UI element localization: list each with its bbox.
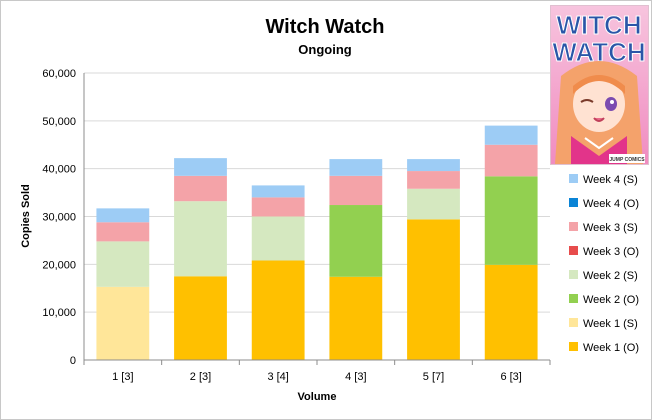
x-tick-label: 2 [3] <box>190 371 211 383</box>
x-tick-label: 3 [4] <box>267 371 288 383</box>
bar-segment <box>174 175 227 202</box>
axes <box>83 73 551 365</box>
legend-entry: Week 1 (S) <box>569 318 638 330</box>
legend-label: Week 4 (S) <box>583 174 638 186</box>
legend-swatch <box>569 174 578 183</box>
legend-entry: Week 3 (S) <box>569 222 638 234</box>
legend-label: Week 3 (S) <box>583 222 638 234</box>
bar-segment <box>96 222 150 242</box>
bar-segment <box>251 197 305 217</box>
bar-segment <box>174 201 227 277</box>
bar-segment <box>251 216 305 261</box>
cover-title-line1: WITCH <box>556 10 641 40</box>
bar-segment <box>251 185 305 198</box>
y-tick-label: 10,000 <box>42 307 76 319</box>
bar-segment <box>174 276 227 360</box>
y-axis-label: Copies Sold <box>20 184 32 248</box>
x-tick-label: 4 [3] <box>345 371 366 383</box>
bar-segment <box>407 188 460 220</box>
legend-entry: Week 1 (O) <box>569 342 639 354</box>
bar-segment <box>407 171 460 189</box>
legend-swatch <box>569 198 578 207</box>
x-axis-label: Volume <box>298 391 337 403</box>
legend-swatch <box>569 246 578 255</box>
y-tick-label: 0 <box>70 355 76 367</box>
legend-swatch <box>569 342 578 351</box>
y-tick-label: 20,000 <box>42 259 76 271</box>
bar-segment <box>329 175 383 206</box>
legend-label: Week 2 (O) <box>583 294 639 306</box>
legend-swatch <box>569 222 578 231</box>
bar-segment <box>484 264 538 360</box>
gridlines <box>84 72 550 313</box>
bar-segment <box>174 158 227 176</box>
x-tick-labels: 1 [3] 2 [3] 3 [4] 4 [3] 5 [7] 6 [3] <box>112 371 522 383</box>
chart-subtitle: Ongoing <box>298 42 351 57</box>
legend-label: Week 2 (S) <box>583 270 638 282</box>
legend-entry: Week 4 (O) <box>569 198 639 210</box>
x-tick-label: 6 [3] <box>500 371 521 383</box>
x-tick-label: 1 [3] <box>112 371 133 383</box>
bar-segment <box>484 176 538 265</box>
legend: Week 4 (S) Week 4 (O) Week 3 (S) Week 3 (O)… <box>569 174 639 354</box>
bar-segment <box>484 144 538 177</box>
legend-entry: Week 2 (S) <box>569 270 638 282</box>
legend-entry: Week 3 (O) <box>569 246 639 258</box>
chart-title: Witch Watch <box>265 16 384 38</box>
legend-swatch <box>569 318 578 327</box>
y-tick-label: 60,000 <box>42 68 76 80</box>
bar-segment <box>96 241 150 287</box>
bar-segment <box>96 286 150 360</box>
bar-segment <box>407 159 460 172</box>
legend-label: Week 4 (O) <box>583 198 639 210</box>
legend-swatch <box>569 294 578 303</box>
y-tick-label: 50,000 <box>42 116 76 128</box>
cover-imprint: JUMP COMICS <box>609 157 645 163</box>
bar-segment <box>484 125 538 145</box>
legend-entry: Week 4 (S) <box>569 174 638 186</box>
bar-segment <box>251 260 305 360</box>
legend-entry: Week 2 (O) <box>569 294 639 306</box>
cover-image: WITCH WATCH JUMP COMICS <box>550 5 649 165</box>
bar-segment <box>407 219 460 360</box>
legend-label: Week 1 (O) <box>583 342 639 354</box>
y-tick-label: 30,000 <box>42 212 76 224</box>
y-tick-label: 40,000 <box>42 164 76 176</box>
legend-swatch <box>569 270 578 279</box>
x-tick-label: 5 [7] <box>423 371 444 383</box>
bar-segment <box>96 208 150 223</box>
bar-segment <box>329 205 383 277</box>
legend-label: Week 1 (S) <box>583 318 638 330</box>
y-tick-labels: 0 10,000 20,000 30,000 40,000 50,000 60,000 <box>42 68 76 367</box>
bar-segment <box>329 276 383 360</box>
bar-segment <box>329 159 383 176</box>
legend-label: Week 3 (O) <box>583 246 639 258</box>
bars <box>96 125 538 360</box>
